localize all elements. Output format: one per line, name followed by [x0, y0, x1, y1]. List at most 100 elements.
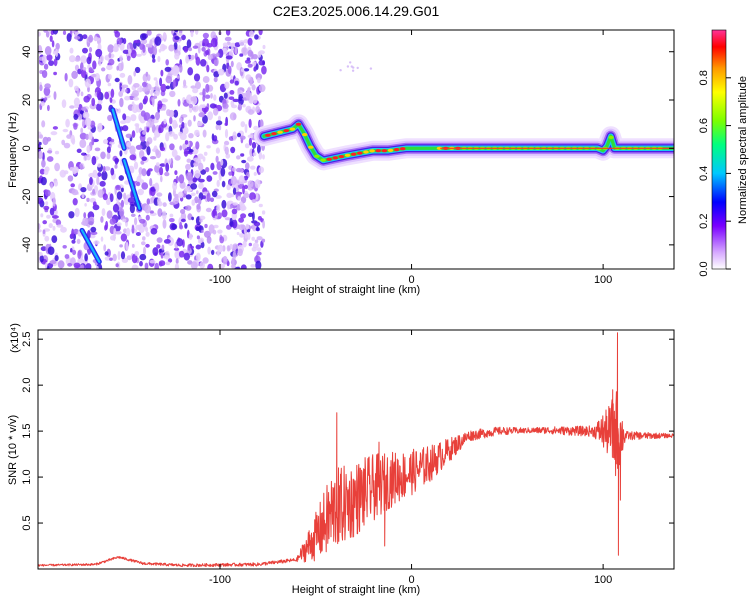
speckle-point [175, 258, 179, 265]
speckle-point [222, 42, 228, 48]
speckle-point [256, 251, 262, 256]
speckle-point [242, 104, 246, 108]
speckle-point [146, 146, 151, 156]
speckle-point [168, 218, 175, 223]
speckle-point [174, 262, 179, 269]
speckle-point [251, 141, 257, 149]
speckle-point [54, 209, 58, 215]
speckle-point [39, 134, 44, 139]
speckle-point [164, 171, 170, 177]
speckle-point [87, 126, 92, 130]
speckle-point [46, 214, 51, 219]
speckle-point [179, 133, 187, 141]
speckle-point [183, 79, 187, 87]
speckle-point [262, 154, 265, 160]
speckle-point [193, 115, 196, 122]
speckle-point [196, 235, 200, 240]
speckle-point [114, 230, 122, 235]
speckle-point [205, 167, 210, 173]
speckle-point [206, 175, 213, 182]
spectrogram-y-tick-label: 20 [21, 94, 33, 106]
speckle-point [228, 171, 233, 176]
speckle-point [221, 180, 226, 188]
speckle-point [57, 260, 65, 269]
speckle-point [236, 155, 241, 160]
speckle-point [178, 174, 185, 184]
speckle-point [217, 248, 220, 257]
speckle-point [82, 47, 88, 54]
speckle-point [69, 55, 76, 63]
speckle-point [237, 106, 241, 110]
speckle-point [202, 257, 209, 264]
speckle-point [118, 90, 124, 97]
ridge-peak [369, 149, 375, 153]
speckle-point [122, 125, 129, 132]
ridge-peak [289, 127, 296, 131]
speckle-point [95, 48, 103, 58]
speckle-point [211, 190, 218, 198]
speckle-point [130, 49, 137, 59]
speckle-point [81, 193, 85, 199]
speckle-point [114, 164, 118, 169]
speckle-point [53, 180, 59, 187]
ridge-peak [332, 156, 339, 160]
speckle-point [167, 258, 173, 263]
speckle-point [242, 240, 247, 248]
spectral-streak-core [123, 159, 141, 210]
speckle-point [55, 219, 62, 226]
speckle-point [54, 150, 60, 155]
speckle-point [197, 121, 203, 127]
speckle-point [184, 140, 189, 145]
speckle-point [125, 227, 131, 237]
speckle-point [169, 90, 176, 98]
colorbar-label: Normalized spectral amplitude [737, 76, 749, 224]
speckle-point [135, 144, 143, 150]
speckle-point [240, 264, 247, 269]
speckle-point [230, 264, 236, 269]
snr-y-tick-label: 1.0 [21, 469, 33, 484]
speckle-point [230, 46, 234, 52]
spectrogram-x-ticks: -100 0 100 [209, 30, 612, 286]
speckle-point [77, 250, 82, 260]
speckle-point [79, 163, 84, 170]
speckle-point [106, 210, 113, 219]
speckle-point [68, 211, 75, 219]
speckle-point [55, 42, 60, 50]
speckle-point [140, 33, 147, 41]
speckle-point [250, 165, 256, 170]
speckle-point [247, 87, 251, 94]
speckle-point [168, 44, 175, 52]
speckle-point [346, 65, 350, 68]
speckle-point [205, 83, 210, 93]
spectrogram-streak-layer [79, 107, 143, 265]
speckle-point [241, 47, 246, 55]
speckle-point [176, 238, 184, 247]
speckle-point [179, 37, 182, 42]
speckle-point [114, 31, 121, 38]
speckle-point [124, 115, 131, 124]
speckle-point [54, 162, 60, 172]
speckle-point [152, 46, 158, 56]
speckle-point [195, 81, 201, 90]
speckle-point [170, 70, 174, 74]
speckle-point [66, 33, 72, 42]
speckle-point [252, 211, 255, 221]
speckle-point [84, 203, 87, 207]
speckle-point [101, 170, 108, 181]
speckle-point [62, 128, 69, 133]
speckle-point [232, 202, 238, 206]
speckle-point [187, 244, 191, 251]
speckle-point [173, 247, 180, 251]
speckle-point [226, 245, 231, 252]
spectrogram-panel: -100 0 100 -40 -20 0 20 40 Height of straight … [7, 29, 675, 296]
speckle-point [168, 131, 175, 137]
speckle-point [256, 77, 261, 84]
speckle-point [255, 105, 261, 114]
speckle-point [262, 44, 266, 50]
speckle-point [227, 65, 232, 75]
speckle-point [132, 90, 139, 98]
ridge-peak [308, 145, 314, 149]
speckle-point [101, 208, 106, 217]
speckle-point [198, 182, 204, 190]
speckle-point [168, 192, 172, 202]
